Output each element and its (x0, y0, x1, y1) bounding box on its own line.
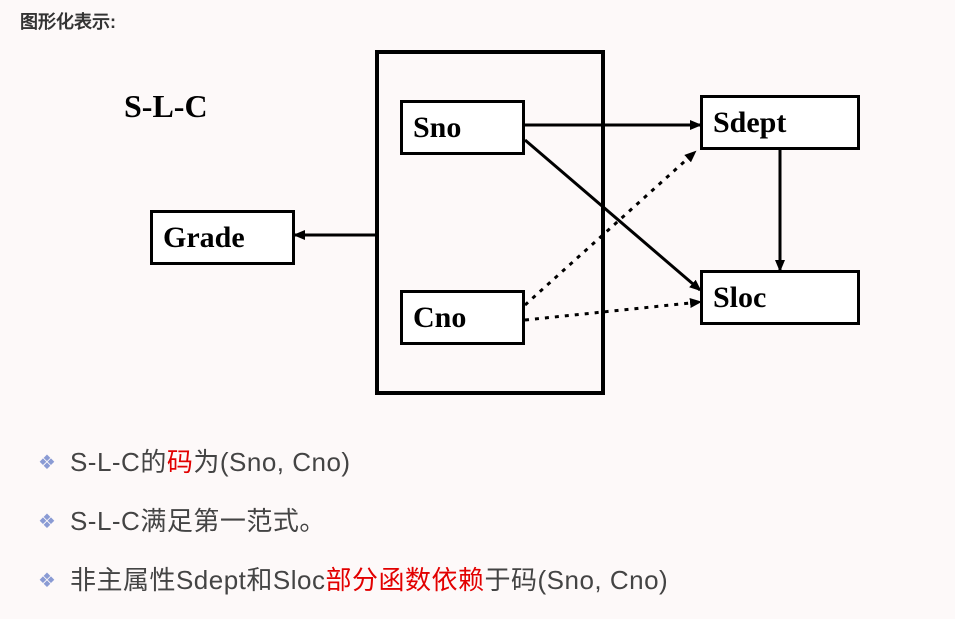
diagram-container: S-L-C Sno Cno Grade Sdept Sloc (0, 40, 955, 420)
list-item: ❖ 非主属性Sdept和Sloc部分函数依赖于码(Sno, Cno) (38, 560, 668, 597)
bullet-text: S-L-C满足第一范式。 (70, 501, 326, 538)
diagram-title: S-L-C (124, 88, 208, 125)
bullet-text: 非主属性Sdept和Sloc部分函数依赖于码(Sno, Cno) (70, 560, 668, 597)
diamond-icon: ❖ (38, 450, 56, 475)
list-item: ❖ S-L-C的码为(Sno, Cno) (38, 442, 668, 479)
node-cno: Cno (400, 290, 525, 345)
bullet-text: S-L-C的码为(Sno, Cno) (70, 442, 351, 479)
list-item: ❖ S-L-C满足第一范式。 (38, 501, 668, 538)
header-title: 图形化表示: (20, 8, 116, 34)
node-sloc: Sloc (700, 270, 860, 325)
bullet-list: ❖ S-L-C的码为(Sno, Cno) ❖ S-L-C满足第一范式。 ❖ 非主属性Sde… (38, 442, 668, 619)
diamond-icon: ❖ (38, 568, 56, 593)
node-grade: Grade (150, 210, 295, 265)
node-sdept: Sdept (700, 95, 860, 150)
diamond-icon: ❖ (38, 509, 56, 534)
node-sno: Sno (400, 100, 525, 155)
